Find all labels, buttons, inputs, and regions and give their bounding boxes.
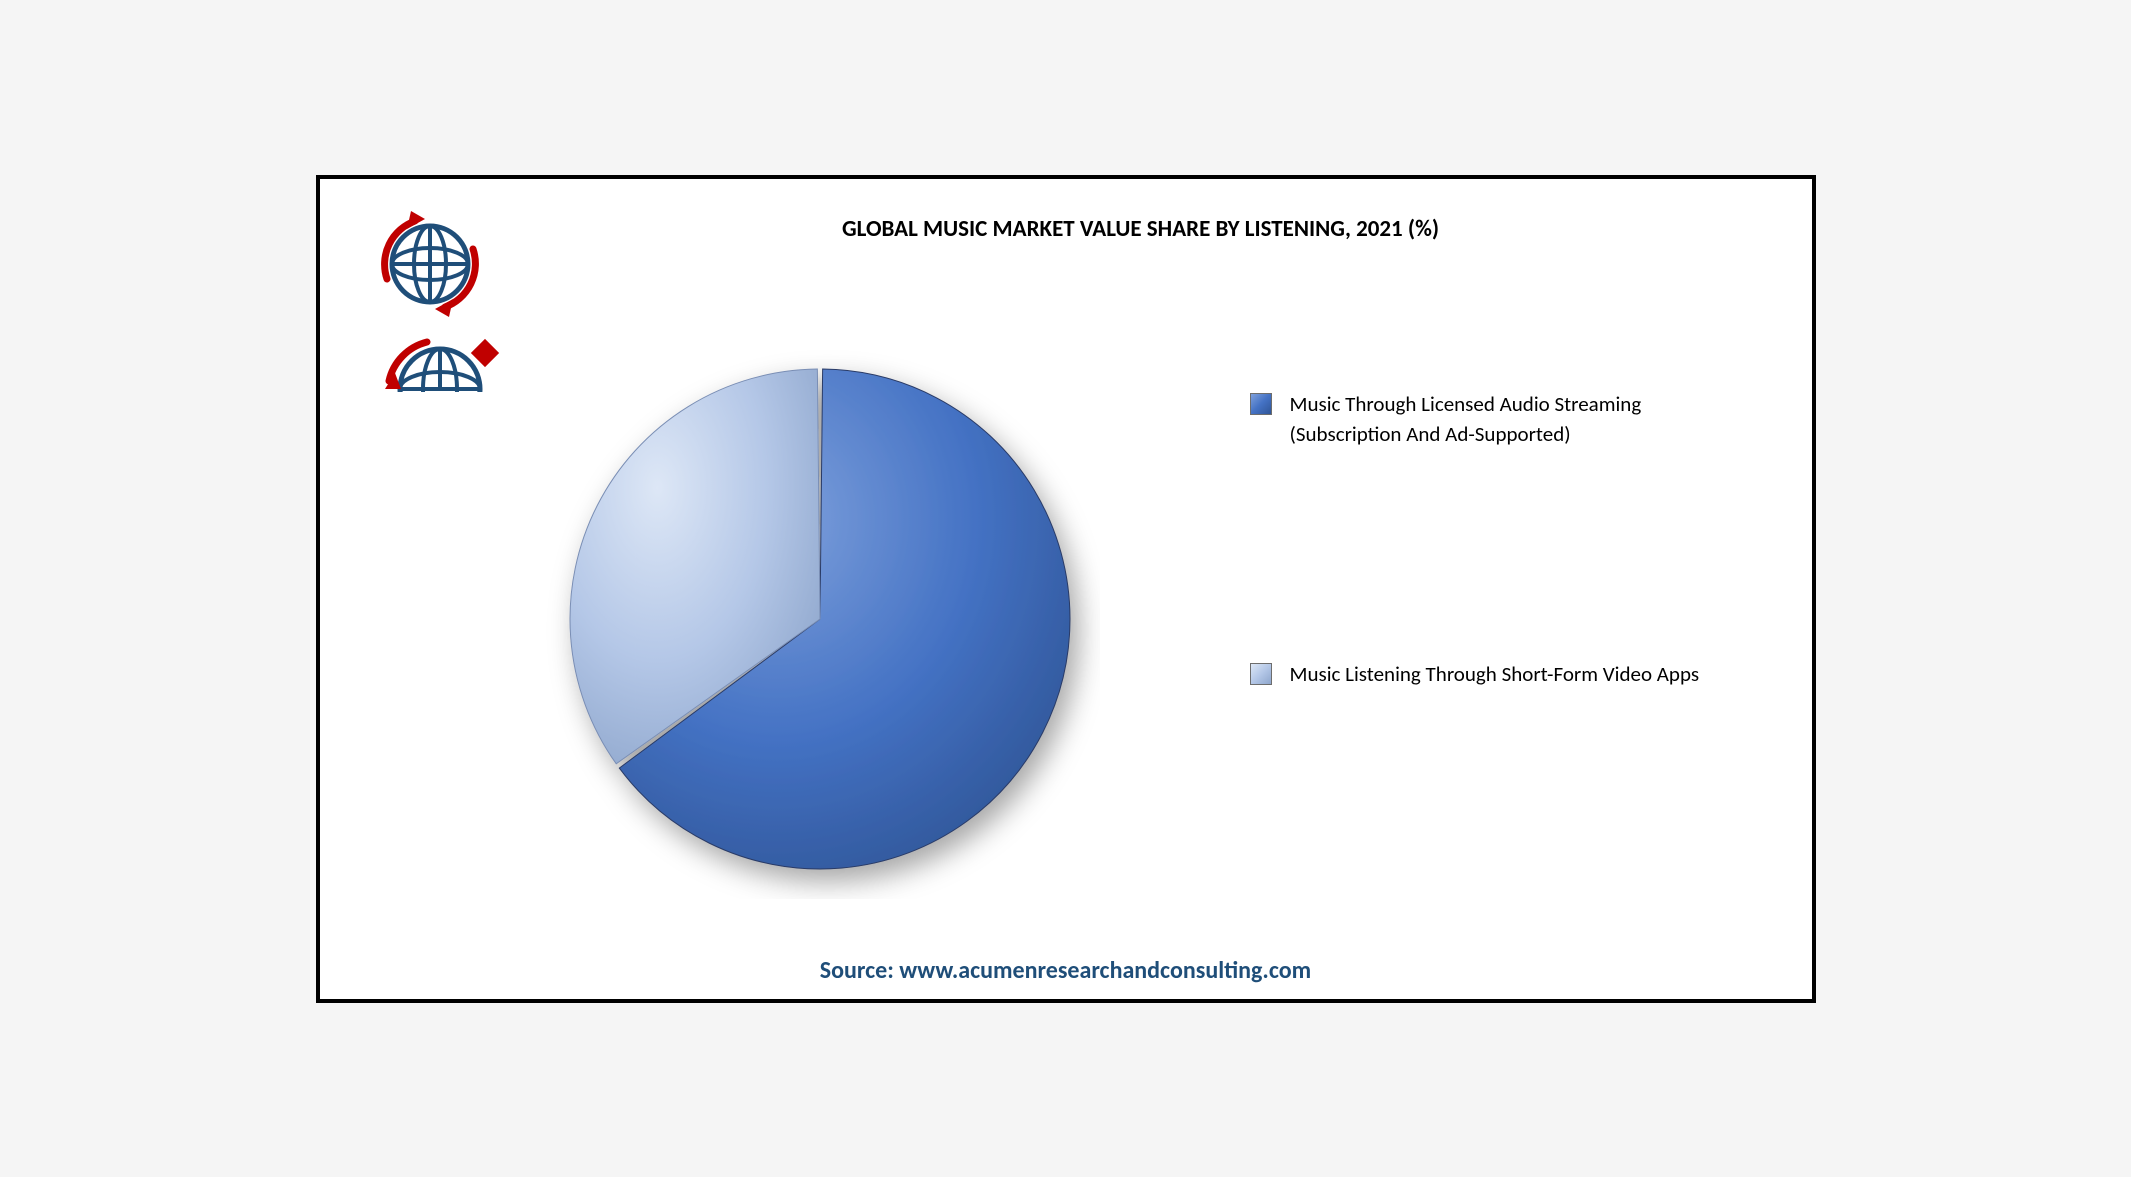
legend-label: Music Through Licensed Audio Streaming (… (1290, 389, 1750, 450)
legend-item: Music Listening Through Short-Form Video… (1250, 659, 1750, 689)
legend-item: Music Through Licensed Audio Streaming (… (1250, 389, 1750, 450)
pie-chart (540, 339, 1100, 899)
source-text: Source: www.acumenresearchandconsulting.… (820, 956, 1311, 985)
legend-swatch-icon (1250, 663, 1272, 685)
chart-title: GLOBAL MUSIC MARKET VALUE SHARE BY LISTE… (530, 214, 1752, 245)
globe-logo-icon (375, 209, 485, 317)
chart-frame: GLOBAL MUSIC MARKET VALUE SHARE BY LISTE… (316, 175, 1816, 1003)
globe-half-logo-icon (375, 337, 505, 407)
legend: Music Through Licensed Audio Streaming (… (1250, 389, 1750, 690)
chart-title-text: GLOBAL MUSIC MARKET VALUE SHARE BY LISTE… (842, 215, 1439, 243)
legend-swatch-icon (1250, 393, 1272, 415)
source-attribution: Source: www.acumenresearchandconsulting.… (320, 956, 1812, 985)
legend-label: Music Listening Through Short-Form Video… (1290, 659, 1700, 689)
logo-stack (375, 209, 505, 407)
